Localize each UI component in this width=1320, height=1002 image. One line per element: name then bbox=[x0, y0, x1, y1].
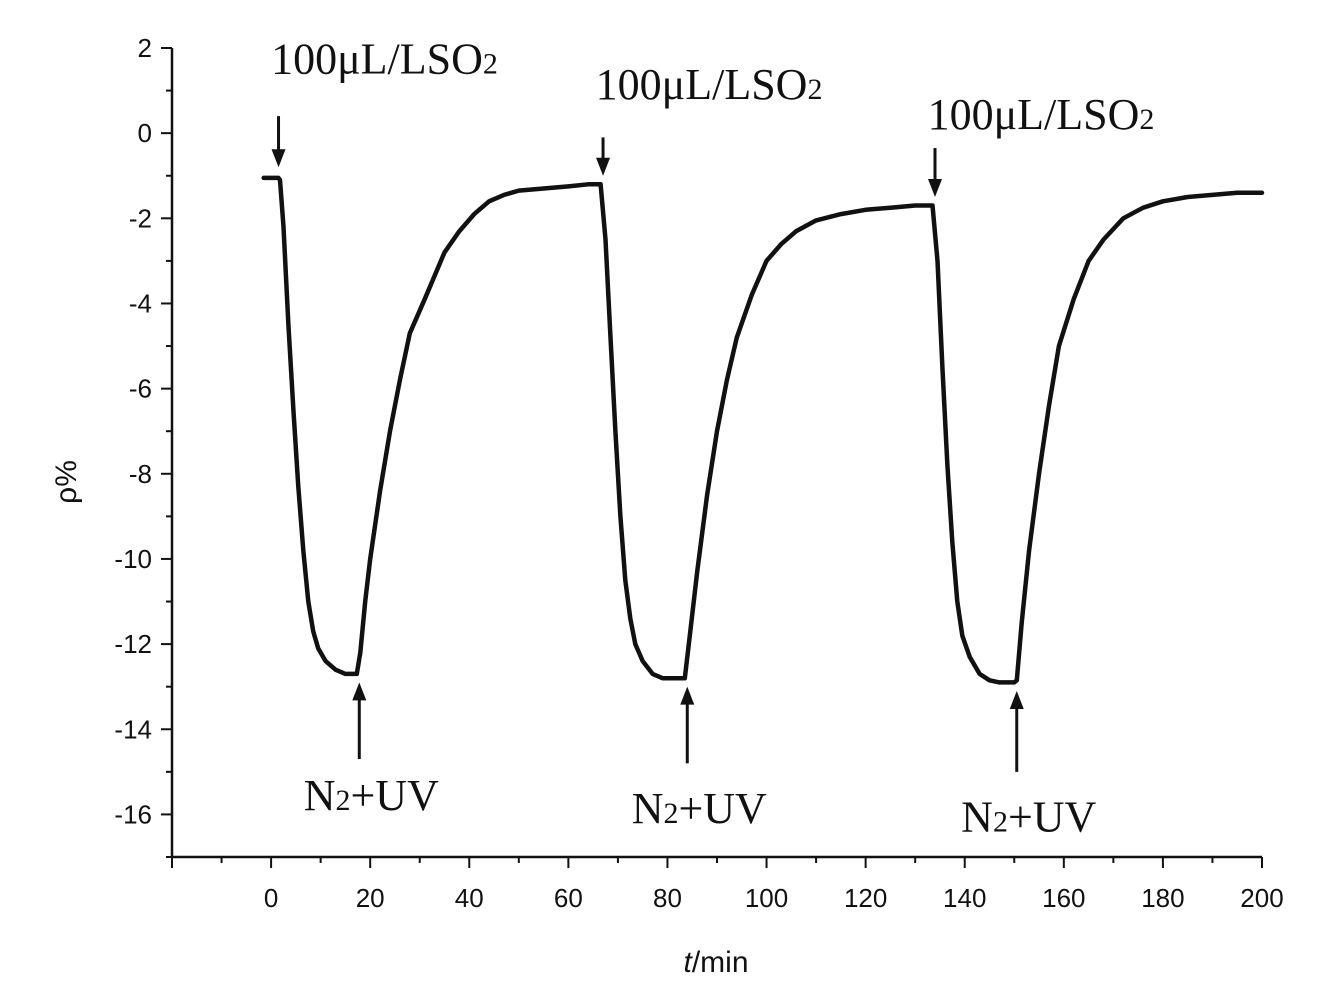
y-tick-label: -4 bbox=[129, 288, 152, 318]
annotation-label-subscript: 2 bbox=[483, 48, 498, 81]
x-tick-label: 160 bbox=[1042, 883, 1085, 913]
annotation-label-main: N bbox=[961, 792, 993, 841]
annotation-label-subscript: 2 bbox=[993, 805, 1008, 838]
x-axis-title: t/min bbox=[683, 946, 748, 979]
annotation-in-2: 100μL/LSO2 bbox=[596, 60, 823, 176]
annotation-label-subscript: 2 bbox=[1139, 103, 1154, 136]
annotation-label-subscript: 2 bbox=[335, 784, 350, 817]
y-axis-title: ρ% bbox=[50, 460, 83, 504]
series-line-response bbox=[261, 175, 1265, 685]
annotation-label-subscript: 2 bbox=[807, 73, 822, 106]
x-tick-label: 20 bbox=[356, 883, 385, 913]
annotation-arrow-head bbox=[352, 682, 367, 701]
annotation-rec-3: N2+UV bbox=[961, 690, 1097, 841]
x-axis-title-variable: t bbox=[683, 946, 693, 979]
series bbox=[261, 175, 1265, 685]
y-tick-label: 0 bbox=[138, 118, 152, 148]
annotation-arrow-head bbox=[928, 179, 942, 198]
annotation-label-subscript: 2 bbox=[663, 797, 678, 830]
annotation-in-3: 100μL/LSO2 bbox=[928, 90, 1155, 198]
annotation-label: 100μL/LSO2 bbox=[271, 35, 498, 84]
y-axis-ticks: 2 0 -2 -4 -6 -8 -10 -12 -14 -16 bbox=[114, 33, 172, 858]
y-tick-label: -12 bbox=[114, 629, 152, 659]
annotation-label-tail: +UV bbox=[678, 784, 767, 833]
x-axis-title-unit: /min bbox=[692, 946, 749, 979]
x-tick-label: 100 bbox=[745, 883, 788, 913]
annotation-label-main: N bbox=[632, 784, 664, 833]
annotation-rec-1: N2+UV bbox=[304, 682, 439, 820]
annotation-label-main: 100μL/LSO bbox=[596, 60, 808, 109]
x-tick-label: 180 bbox=[1141, 883, 1184, 913]
x-axis-ticks: 0 20 40 60 80 100 120 140 160 180 200 bbox=[171, 857, 1284, 913]
annotation-label: N2+UV bbox=[304, 771, 439, 820]
x-tick-label: 200 bbox=[1240, 883, 1283, 913]
axes bbox=[170, 48, 1262, 859]
annotation-label-tail: +UV bbox=[1008, 792, 1097, 841]
annotation-label: 100μL/LSO2 bbox=[596, 60, 823, 109]
x-tick-label: 0 bbox=[264, 883, 278, 913]
y-tick-label: 2 bbox=[138, 33, 152, 63]
annotation-in-1: 100μL/LSO2 bbox=[271, 35, 498, 168]
x-tick-label: 120 bbox=[844, 883, 887, 913]
annotation-label: N2+UV bbox=[632, 784, 767, 833]
annotation-arrow-head bbox=[596, 157, 611, 176]
x-tick-label: 80 bbox=[653, 883, 682, 913]
y-tick-label: -6 bbox=[129, 374, 152, 404]
annotation-label-main: 100μL/LSO bbox=[928, 90, 1140, 139]
annotation-label: N2+UV bbox=[961, 792, 1096, 841]
x-tick-label: 60 bbox=[554, 883, 583, 913]
y-tick-label: -8 bbox=[129, 459, 152, 489]
y-tick-label: -16 bbox=[114, 799, 152, 829]
x-tick-label: 140 bbox=[943, 883, 986, 913]
y-tick-label: -14 bbox=[114, 714, 152, 744]
x-tick-label: 40 bbox=[455, 883, 484, 913]
annotation-arrow-head bbox=[1009, 690, 1024, 709]
annotation-arrow-head bbox=[680, 686, 695, 705]
annotation-arrow-head bbox=[271, 149, 286, 168]
annotation-label-main: N bbox=[304, 771, 336, 820]
y-tick-label: -2 bbox=[129, 203, 152, 233]
annotation-label-main: 100μL/LSO bbox=[271, 35, 483, 84]
annotation-rec-2: N2+UV bbox=[632, 686, 767, 833]
annotation-label: 100μL/LSO2 bbox=[928, 90, 1155, 139]
annotation-label-tail: +UV bbox=[350, 771, 439, 820]
y-tick-label: -10 bbox=[114, 544, 152, 574]
